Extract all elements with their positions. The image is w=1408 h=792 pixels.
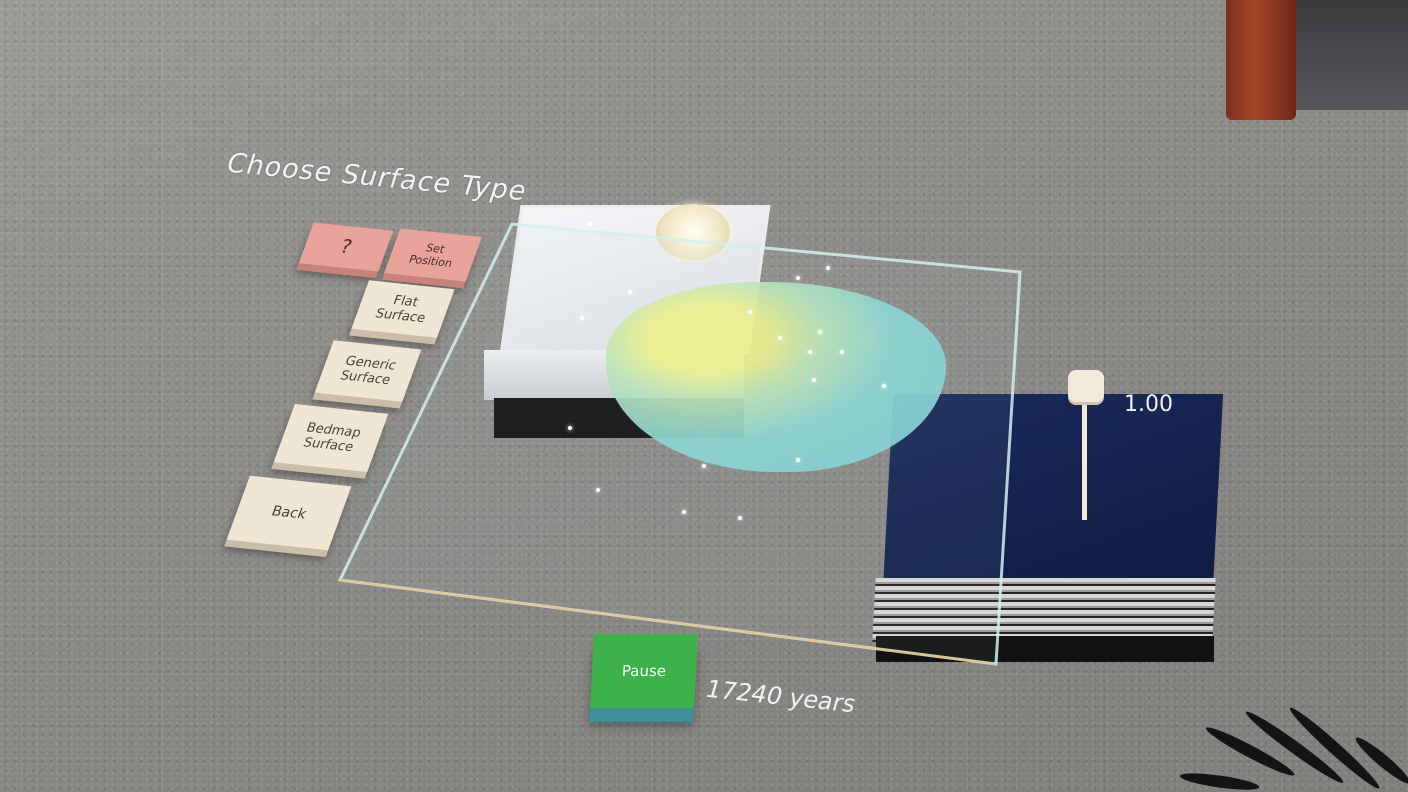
set-position-button[interactable]: Set Position	[384, 228, 482, 282]
pause-label: Pause	[621, 662, 667, 680]
flat-surface-button[interactable]: Flat Surface	[351, 280, 455, 338]
bedmap-surface-label: Bedmap Surface	[301, 420, 364, 456]
generic-surface-button[interactable]: Generic Surface	[314, 340, 422, 402]
furniture-leg	[1226, 0, 1296, 120]
pause-button[interactable]: Pause	[590, 634, 698, 708]
book-base	[876, 636, 1214, 662]
book-pages	[872, 578, 1216, 642]
set-position-label: Set Position	[407, 241, 455, 270]
back-label: Back	[269, 502, 309, 523]
gauge-readout: 1.00	[1124, 392, 1173, 417]
flat-surface-label: Flat Surface	[373, 293, 428, 327]
cloud-icon	[656, 204, 730, 260]
height-marker-icon[interactable]	[1082, 392, 1087, 520]
furniture-dark	[1296, 0, 1408, 110]
help-button-label: ?	[337, 235, 356, 258]
generic-surface-label: Generic Surface	[338, 353, 399, 389]
help-button[interactable]: ?	[298, 222, 394, 272]
book-cover	[882, 394, 1224, 590]
height-marker-handle[interactable]	[1068, 370, 1104, 402]
